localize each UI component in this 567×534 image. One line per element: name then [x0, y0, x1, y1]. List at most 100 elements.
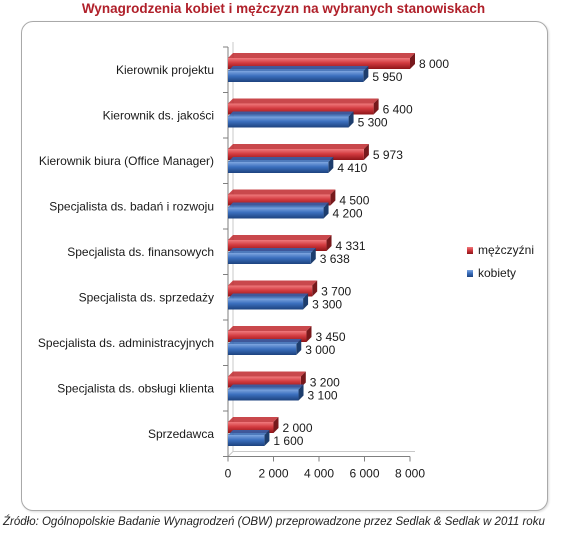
bar-end-face — [328, 157, 334, 173]
bar-end-face — [264, 430, 270, 446]
data-label: 3 638 — [320, 252, 350, 266]
data-label: 3 300 — [312, 298, 342, 312]
data-label: 4 200 — [333, 207, 363, 221]
bar-end-face — [310, 248, 316, 264]
x-tick-label: 8 000 — [395, 467, 425, 481]
chart-frame — [21, 21, 548, 511]
bar-top-face — [228, 280, 318, 286]
legend-swatch-mezczyzni — [467, 247, 473, 254]
bar-front-face — [228, 149, 364, 160]
category-label: Specjalista ds. obsługi klienta — [57, 381, 214, 395]
bar-front-face — [228, 71, 364, 82]
bar-top-face — [228, 326, 312, 331]
data-label: 5 300 — [358, 116, 388, 130]
category-label: Specjalista ds. badań i rozwoju — [49, 199, 214, 213]
data-label: 8 000 — [419, 57, 449, 71]
bar-front-face — [228, 285, 313, 297]
bar-kobiety — [228, 384, 304, 401]
bar-top-face — [228, 430, 270, 435]
bar-front-face — [228, 389, 299, 401]
bar-end-face — [363, 66, 369, 82]
bar-end-face — [306, 326, 312, 342]
legend-label: kobiety — [478, 266, 516, 280]
category-label: Kierownik projektu — [116, 63, 214, 77]
data-label: 3 000 — [305, 343, 335, 357]
data-label: 3 100 — [308, 389, 338, 403]
x-tick-label: 4 000 — [304, 467, 334, 481]
bar-kobiety — [228, 339, 302, 355]
x-tick-label: 2 000 — [258, 467, 288, 481]
bar-end-face — [348, 111, 354, 128]
bar-kobiety — [228, 293, 309, 310]
bar-front-face — [228, 207, 324, 219]
x-tick-label: 0 — [225, 467, 232, 481]
data-label: 6 400 — [383, 103, 413, 117]
bar-front-face — [228, 435, 265, 446]
bar-top-face — [228, 157, 334, 162]
bar-end-face — [312, 280, 318, 297]
bar-mezczyzni — [228, 53, 415, 69]
bar-end-face — [303, 293, 309, 310]
bar-top-face — [228, 417, 279, 422]
bar-end-face — [326, 235, 332, 251]
source-note: Źródło: Ogólnopolskie Badanie Wynagrodze… — [3, 516, 545, 528]
data-label: 5 973 — [373, 148, 403, 162]
bar-end-face — [298, 384, 304, 401]
bar-front-face — [228, 422, 274, 433]
data-label: 1 600 — [273, 434, 303, 448]
bar-front-face — [228, 298, 304, 310]
bar-front-face — [228, 344, 297, 355]
data-label: 4 331 — [336, 239, 366, 253]
bar-front-face — [228, 331, 307, 342]
category-label: Kierownik ds. jakości — [103, 108, 214, 122]
bar-front-face — [228, 376, 301, 388]
bar-top-face — [228, 235, 332, 240]
bar-kobiety — [228, 111, 354, 128]
bar-front-face — [228, 58, 410, 69]
bar-top-face — [228, 144, 369, 149]
legend-label: mężczyźni — [478, 243, 534, 257]
bar-front-face — [228, 162, 329, 173]
bar-mezczyzni — [228, 326, 312, 342]
bar-mezczyzni — [228, 189, 336, 206]
bar-top-face — [228, 293, 309, 299]
bar-top-face — [228, 53, 415, 58]
bar-mezczyzni — [228, 417, 279, 433]
bar-end-face — [363, 144, 369, 160]
bar-mezczyzni — [228, 280, 318, 297]
bar-top-face — [228, 98, 379, 104]
category-label: Specjalista ds. finansowych — [67, 245, 214, 259]
bar-mezczyzni — [228, 371, 306, 388]
bar-top-face — [228, 248, 316, 253]
data-label: 3 200 — [310, 376, 340, 390]
bar-top-face — [228, 339, 302, 344]
floor-line — [227, 451, 415, 457]
bar-top-face — [228, 66, 369, 71]
chart-title: Wynagrodzenia kobiet i mężczyzn na wybra… — [81, 1, 486, 16]
bar-top-face — [228, 111, 354, 117]
category-label: Kierownik biura (Office Manager) — [39, 154, 214, 168]
data-label: 2 000 — [283, 421, 313, 435]
bar-end-face — [273, 417, 279, 433]
bar-top-face — [228, 384, 304, 390]
bar-mezczyzni — [228, 235, 332, 251]
bar-mezczyzni — [228, 144, 369, 160]
category-label: Specjalista ds. sprzedaży — [79, 290, 214, 304]
bar-kobiety — [228, 430, 270, 446]
bar-end-face — [410, 53, 415, 69]
bar-front-face — [228, 253, 311, 264]
bar-kobiety — [228, 66, 369, 82]
bar-end-face — [330, 189, 336, 206]
bar-front-face — [228, 194, 331, 206]
bar-top-face — [228, 202, 329, 208]
data-label: 3 700 — [321, 285, 351, 299]
bar-top-face — [228, 189, 336, 195]
bar-kobiety — [228, 157, 334, 173]
bar-end-face — [373, 98, 379, 115]
category-label: Specjalista ds. administracyjnych — [38, 336, 214, 350]
data-label: 3 450 — [315, 330, 345, 344]
bar-front-face — [228, 103, 374, 115]
bar-mezczyzni — [228, 98, 379, 115]
bar-kobiety — [228, 202, 329, 219]
data-label: 4 410 — [337, 161, 367, 175]
